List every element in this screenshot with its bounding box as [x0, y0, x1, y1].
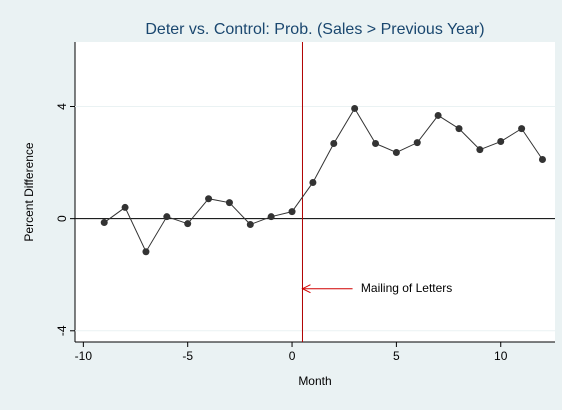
y-tick-label: -4 [55, 325, 69, 336]
point [121, 203, 129, 211]
series-line [103, 107, 543, 253]
point [142, 248, 150, 256]
point [392, 148, 400, 156]
arrow-head [301, 284, 311, 294]
point [246, 221, 254, 229]
point [205, 195, 213, 203]
point [351, 104, 359, 112]
point [518, 125, 526, 133]
annotation-text: Mailing of Letters [361, 281, 452, 295]
point [330, 139, 338, 147]
point [184, 220, 192, 228]
point [538, 155, 546, 163]
x-tick-label: 0 [289, 349, 296, 363]
y-tick-label: 4 [55, 103, 69, 110]
y-tick-label: 0 [55, 215, 69, 222]
point [309, 178, 317, 186]
point [267, 213, 275, 221]
x-tick-label: -10 [75, 349, 93, 363]
point [413, 139, 421, 147]
point [455, 125, 463, 133]
point [225, 199, 233, 207]
chart-title: Deter vs. Control: Prob. (Sales > Previo… [145, 21, 484, 38]
point [497, 138, 505, 146]
point [163, 213, 171, 221]
plot-area [75, 42, 555, 342]
x-axis-label: Month [298, 374, 331, 388]
y-axis-label: Percent Difference [22, 142, 36, 241]
point [288, 208, 296, 216]
point [476, 146, 484, 154]
x-tick-label: 5 [393, 349, 400, 363]
x-tick-label: 10 [494, 349, 508, 363]
point [434, 111, 442, 119]
x-tick-label: -5 [182, 349, 193, 363]
point [100, 219, 108, 227]
point [372, 139, 380, 147]
